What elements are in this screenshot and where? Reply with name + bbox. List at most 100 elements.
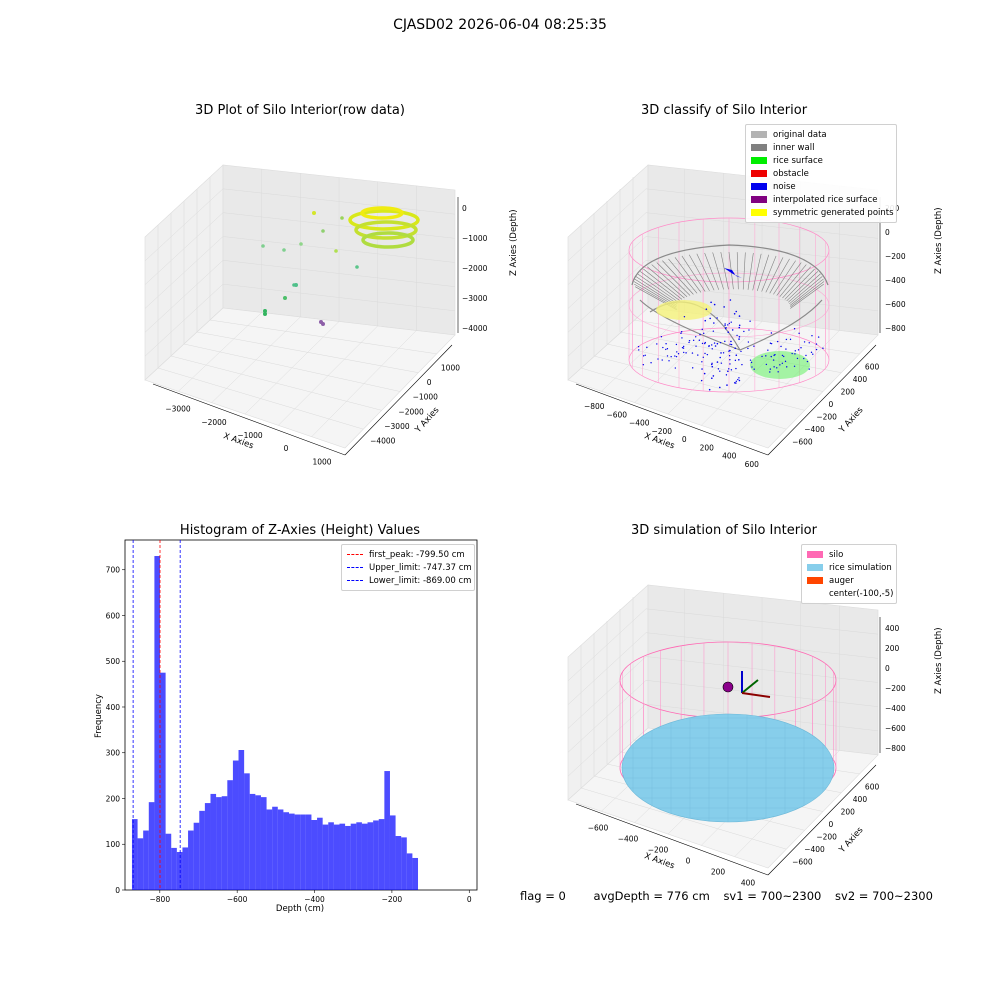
histogram-y-tick-label: 700 [106, 566, 121, 575]
classify-plot-title: 3D classify of Silo Interior [640, 103, 808, 118]
classify-legend-label: interpolated rice surface [773, 194, 878, 205]
classify-legend-label: noise [773, 181, 796, 192]
classify-y-tick-label: 200 [841, 387, 856, 396]
classify-legend: original data inner wall rice surface obsta… [745, 124, 897, 223]
raw-3d-plot: −3000 −2000 −1000 0 1000 1000 0 −1000 −2000 −3000… [144, 164, 519, 466]
simulation-x-tick-label: 200 [711, 868, 726, 877]
classify-legend-swatch [751, 209, 767, 216]
histogram-bar [406, 853, 413, 890]
histogram-legend-swatch [347, 567, 363, 568]
simulation-y-tick-label: −400 [804, 845, 825, 854]
simulation-y-tick-label: 600 [865, 782, 880, 791]
classify-z-tick-label: −200 [885, 252, 906, 261]
histogram-bar [165, 833, 172, 890]
histogram-bar [199, 810, 205, 890]
histogram-bar [311, 820, 318, 890]
classify-legend-item: rice surface [751, 154, 891, 167]
simulation-plot-title: 3D simulation of Silo Interior [631, 523, 817, 538]
simulation-legend-item: silo [807, 548, 891, 561]
histogram-bar [221, 796, 228, 890]
simulation-legend-label: auger [829, 575, 854, 586]
simulation-y-tick-label: 200 [841, 807, 856, 816]
histogram-bar [328, 822, 334, 890]
histogram-ylabel: Frequency [94, 694, 104, 738]
histogram-bar [395, 836, 402, 890]
classify-y-tick-label: −600 [792, 438, 813, 447]
classify-legend-swatch [751, 131, 767, 138]
histogram-bar [160, 672, 166, 890]
classify-legend-item: noise [751, 180, 891, 193]
raw-x-tick-label: −3000 [165, 405, 191, 414]
histogram-bar [356, 822, 362, 890]
raw-zlabel: Z Axies (Depth) [509, 209, 519, 276]
simulation-z-tick-label: −200 [885, 684, 906, 693]
raw-x-tick-label: −1000 [237, 431, 263, 440]
classify-y-tick-label: 0 [829, 400, 834, 409]
classify-legend-item: interpolated rice surface [751, 193, 891, 206]
simulation-legend-item: auger [807, 574, 891, 587]
raw-x-tick-label: −2000 [201, 418, 227, 427]
status-line: flag = 0 avgDepth = 776 cm sv1 = 700~230… [520, 889, 943, 903]
histogram-x-tick-label: 0 [467, 895, 472, 904]
simulation-legend-swatch [807, 590, 823, 597]
histogram-bar [244, 773, 250, 890]
raw-x-tick-label: 0 [284, 444, 289, 453]
simulation-x-tick-label: −400 [618, 835, 639, 844]
histogram-bar [367, 822, 374, 890]
raw-y-tick-label: −4000 [370, 437, 396, 446]
classify-legend-label: inner wall [773, 142, 815, 153]
simulation-x-tick-label: −200 [648, 846, 669, 855]
raw-y-tick-label: 1000 [441, 363, 460, 372]
histogram-bar [143, 830, 149, 890]
classify-legend-label: symmetric generated points [773, 207, 894, 218]
histogram-bar [204, 803, 211, 890]
histogram-x-tick-label: −200 [382, 895, 403, 904]
histogram-legend-item: first_peak: -799.50 cm [347, 548, 469, 561]
raw-points [261, 206, 420, 326]
histogram-legend-label: first_peak: -799.50 cm [369, 549, 465, 560]
histogram-bar [277, 809, 284, 890]
histogram-bar [317, 817, 323, 890]
histogram-y-tick-label: 200 [106, 794, 121, 803]
histogram-bar [345, 825, 351, 890]
simulation-zlabel: Z Axies (Depth) [934, 627, 944, 694]
simulation-x-tick-label: 0 [686, 857, 691, 866]
raw-y-tick-label: −2000 [398, 407, 424, 416]
histogram-bar [361, 823, 368, 890]
flag-status: flag = 0 [520, 889, 566, 903]
histogram-bar [154, 556, 161, 890]
classify-z-tick-label: −600 [885, 300, 906, 309]
simulation-legend-swatch [807, 564, 823, 571]
histogram-legend-label: Lower_limit: -869.00 cm [369, 575, 472, 586]
simulation-z-tick-label: −800 [885, 744, 906, 753]
classify-ylabel: Y Axies [837, 405, 866, 436]
simulation-z-tick-label: −600 [885, 724, 906, 733]
histogram-bar [333, 824, 340, 890]
histogram-bar [266, 809, 273, 890]
histogram-x-tick-label: −400 [304, 895, 325, 904]
histogram-bar [238, 750, 245, 890]
histogram-bar [249, 793, 256, 890]
raw-y-tick-label: 0 [427, 378, 432, 387]
histogram-bar [232, 760, 239, 890]
histogram-bar [300, 814, 306, 890]
sv2-status: sv2 = 700~2300 [835, 889, 933, 903]
classify-x-tick-label: 200 [700, 443, 715, 452]
histogram-legend-swatch [347, 554, 363, 555]
simulation-legend-label: center(-100,-5) [829, 588, 894, 599]
raw-y-tick-label: −3000 [384, 422, 410, 431]
histogram-bars [131, 556, 419, 890]
histogram-title: Histogram of Z-Axies (Height) Values [179, 523, 421, 538]
histogram-bar [210, 793, 217, 890]
histogram-bar [171, 847, 177, 890]
classify-legend-swatch [751, 196, 767, 203]
histogram-bar [227, 780, 233, 890]
histogram-bar [131, 819, 138, 890]
histogram-x-tick-label: −600 [227, 895, 248, 904]
histogram-bar [188, 830, 194, 890]
simulation-legend-swatch [807, 577, 823, 584]
classify-legend-swatch [751, 157, 767, 164]
histogram-legend-label: Upper_limit: -747.37 cm [369, 562, 472, 573]
classify-legend-item: obstacle [751, 167, 891, 180]
histogram-y-tick-label: 600 [106, 611, 121, 620]
